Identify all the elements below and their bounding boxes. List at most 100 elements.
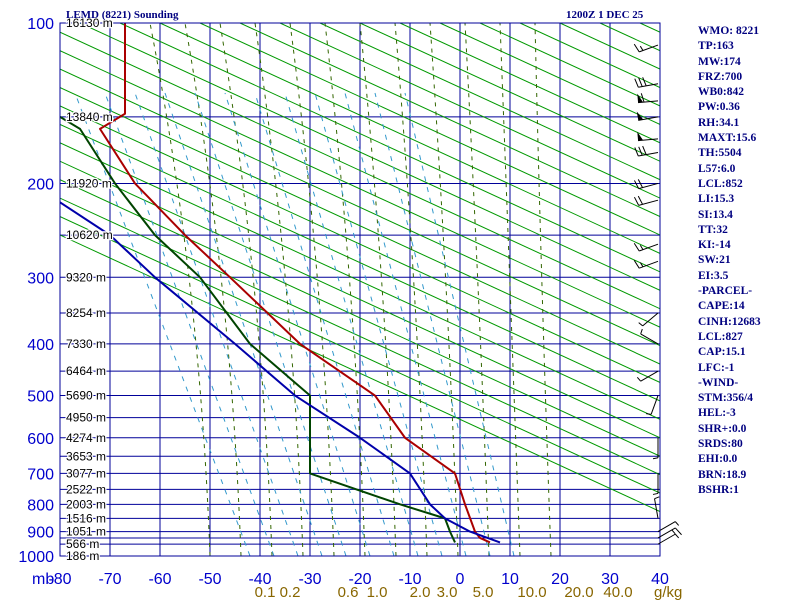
pressure-tick-label: 900 <box>27 525 54 542</box>
wind-barb-half <box>640 328 643 335</box>
temperature-tick-label: -40 <box>248 571 271 588</box>
pressure-tick-label: 500 <box>27 389 54 406</box>
dry-adiabat <box>399 23 660 144</box>
mixing-ratio-label: 0.6 <box>338 584 359 600</box>
wind-barb-shaft <box>638 83 659 88</box>
index-item: KI:-14 <box>698 239 731 252</box>
background-grid <box>59 22 661 557</box>
height-label: 3653 m <box>66 449 106 463</box>
dry-adiabat <box>60 234 660 513</box>
wind-barb-shaft <box>638 199 659 206</box>
wind-barb-shaft <box>657 533 676 545</box>
wind-barb-half <box>654 496 660 500</box>
pressure-tick-label: 600 <box>27 431 54 448</box>
parcel-profile <box>60 201 501 544</box>
mixing-ratio-line <box>284 92 419 556</box>
wind-barb-half <box>652 457 659 460</box>
height-label: 1051 m <box>66 525 106 539</box>
index-item: STM:356/4 <box>698 392 753 405</box>
temperature-profile <box>99 23 491 544</box>
wind-barb-shaft <box>650 395 659 415</box>
wind-barb-full <box>642 145 647 155</box>
wind-barb <box>633 43 659 53</box>
index-item: L57:6.0 <box>698 162 736 175</box>
wind-barb-full <box>637 179 643 188</box>
height-label: 4274 m <box>66 431 106 445</box>
dry-adiabat <box>359 23 660 162</box>
wind-barb-half <box>639 245 644 250</box>
height-label: 5690 m <box>66 389 106 403</box>
mixing-ratio-line <box>164 92 323 556</box>
index-item: SW:21 <box>698 254 731 267</box>
temperature-tick-label: -20 <box>348 571 371 588</box>
mixing-ratio-label: 0.2 <box>280 584 301 600</box>
wind-barb <box>652 437 659 460</box>
index-item: SRDS:80 <box>698 438 743 451</box>
height-label: 6464 m <box>66 364 106 378</box>
index-item: LCL:852 <box>698 177 743 190</box>
wind-barb-shaft <box>639 243 659 252</box>
dry-adiabat <box>279 23 660 199</box>
height-label: 9320 m <box>66 270 106 284</box>
wind-barb-half <box>639 45 644 51</box>
dry-adiabat <box>159 23 660 254</box>
mixing-ratio-label: 5.0 <box>473 584 494 600</box>
wind-barb <box>633 242 659 252</box>
wind-barb-full <box>638 77 643 87</box>
dry-adiabat <box>60 31 660 310</box>
height-label: 7330 m <box>66 337 106 351</box>
mixing-ratio-line <box>194 92 347 556</box>
wind-barb <box>654 496 660 519</box>
wind-barb-flag <box>636 111 644 121</box>
wind-barb-half <box>639 262 644 268</box>
pressure-tick-label: 100 <box>27 16 54 33</box>
wind-barb <box>640 328 659 345</box>
mixing-ratio-line <box>254 92 395 556</box>
temperature-tick-label: -60 <box>148 571 171 588</box>
wind-barb-full <box>640 93 645 103</box>
wind-barb-full <box>634 147 639 157</box>
wind-barb-full <box>633 196 640 206</box>
temperature-tick-label: -50 <box>198 571 221 588</box>
wind-barb <box>657 533 680 545</box>
wind-barb <box>637 93 659 104</box>
wind-barb <box>634 145 659 157</box>
wind-barb-full <box>674 527 682 536</box>
index-item: PW:0.36 <box>698 101 740 114</box>
wind-barb-flag <box>637 131 644 141</box>
temperature-tick-label: -30 <box>298 571 321 588</box>
height-label: 16130 m <box>66 16 113 30</box>
index-item: WB0:842 <box>698 86 744 99</box>
index-item: WMO: 8221 <box>698 25 760 37</box>
height-label: 4950 m <box>66 411 106 425</box>
index-item: CAP:15.1 <box>698 346 746 359</box>
pressure-unit-label: mb <box>32 571 54 588</box>
wind-barb <box>657 521 680 533</box>
moist-adiabat <box>429 23 459 556</box>
wind-barb-full <box>634 78 639 88</box>
index-item: EI:3.5 <box>698 269 729 282</box>
wind-barb-half <box>652 492 659 495</box>
mixing-ratio-label: 0.1 <box>255 584 276 600</box>
sounding-date: 1200Z 1 DEC 25 <box>566 9 644 21</box>
wind-barb-shaft <box>640 370 659 382</box>
height-label: 3077 m <box>66 466 106 480</box>
wind-barb <box>646 395 659 415</box>
indices-list: WMO: 8221 TP:163 MW:174 FRZ:700 WB0:842 PW:0.… <box>698 24 761 498</box>
index-item: BSHR:1 <box>698 483 739 496</box>
wind-barb <box>636 111 659 121</box>
wind-barb-shaft <box>638 182 659 190</box>
height-label: 566 m <box>66 537 99 551</box>
dewpoint-profile <box>60 116 456 543</box>
dry-adiabat <box>60 197 660 476</box>
dry-adiabat <box>60 123 660 402</box>
wind-barb-shaft <box>638 138 659 142</box>
index-item: HEL:-3 <box>698 407 736 420</box>
moist-adiabat <box>219 23 273 556</box>
mixing-ratio-line <box>404 92 515 556</box>
wind-barb-half <box>671 529 676 535</box>
temperature-tick-label: 40 <box>651 571 669 588</box>
height-label: 10620 m <box>66 228 113 242</box>
wind-barb-half <box>674 533 680 539</box>
mixing-ratio-label: 20.0 <box>564 584 593 600</box>
